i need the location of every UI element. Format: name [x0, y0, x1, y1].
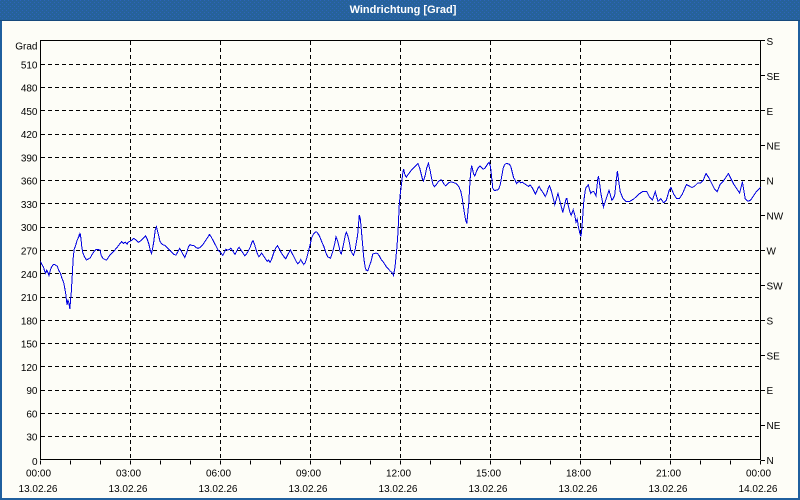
svg-text:330: 330	[21, 200, 38, 211]
svg-text:S: S	[767, 316, 774, 327]
svg-text:420: 420	[21, 130, 38, 141]
svg-text:SE: SE	[767, 72, 781, 83]
svg-text:13.02.26: 13.02.26	[379, 484, 418, 495]
svg-text:180: 180	[21, 316, 38, 327]
svg-text:13.02.26: 13.02.26	[289, 484, 328, 495]
svg-text:09:00: 09:00	[296, 469, 321, 480]
svg-text:30: 30	[26, 433, 38, 444]
svg-text:390: 390	[21, 153, 38, 164]
svg-text:00:00: 00:00	[26, 469, 51, 480]
svg-text:NE: NE	[767, 421, 781, 432]
svg-text:06:00: 06:00	[206, 469, 231, 480]
svg-text:E: E	[767, 107, 774, 118]
svg-text:03:00: 03:00	[116, 469, 141, 480]
svg-text:00:00: 00:00	[746, 469, 771, 480]
svg-text:150: 150	[21, 340, 38, 351]
svg-text:SW: SW	[767, 281, 784, 292]
svg-text:360: 360	[21, 177, 38, 188]
svg-text:0: 0	[32, 457, 38, 468]
svg-text:NE: NE	[767, 142, 781, 153]
svg-text:NW: NW	[767, 212, 784, 223]
svg-text:60: 60	[26, 409, 38, 420]
svg-text:N: N	[767, 177, 774, 188]
svg-text:210: 210	[21, 293, 38, 304]
svg-text:E: E	[767, 386, 774, 397]
svg-text:13.02.26: 13.02.26	[109, 484, 148, 495]
svg-text:270: 270	[21, 247, 38, 258]
svg-text:15:00: 15:00	[476, 469, 501, 480]
svg-text:300: 300	[21, 223, 38, 234]
svg-text:12:00: 12:00	[386, 469, 411, 480]
svg-text:240: 240	[21, 270, 38, 281]
svg-text:13.02.26: 13.02.26	[199, 484, 238, 495]
svg-text:510: 510	[21, 60, 38, 71]
svg-text:450: 450	[21, 107, 38, 118]
svg-text:SE: SE	[767, 351, 781, 362]
svg-text:W: W	[767, 247, 777, 258]
svg-text:N: N	[767, 456, 774, 467]
svg-text:21:00: 21:00	[656, 469, 681, 480]
svg-text:18:00: 18:00	[566, 469, 591, 480]
svg-text:13.02.26: 13.02.26	[469, 484, 508, 495]
svg-text:480: 480	[21, 84, 38, 95]
svg-text:14.02.26: 14.02.26	[739, 484, 778, 495]
svg-text:13.02.26: 13.02.26	[559, 484, 598, 495]
svg-text:120: 120	[21, 363, 38, 374]
svg-text:13.02.26: 13.02.26	[649, 484, 688, 495]
svg-text:13.02.26: 13.02.26	[19, 484, 58, 495]
svg-text:Grad: Grad	[15, 42, 37, 53]
svg-text:S: S	[767, 37, 774, 48]
svg-text:90: 90	[26, 386, 38, 397]
